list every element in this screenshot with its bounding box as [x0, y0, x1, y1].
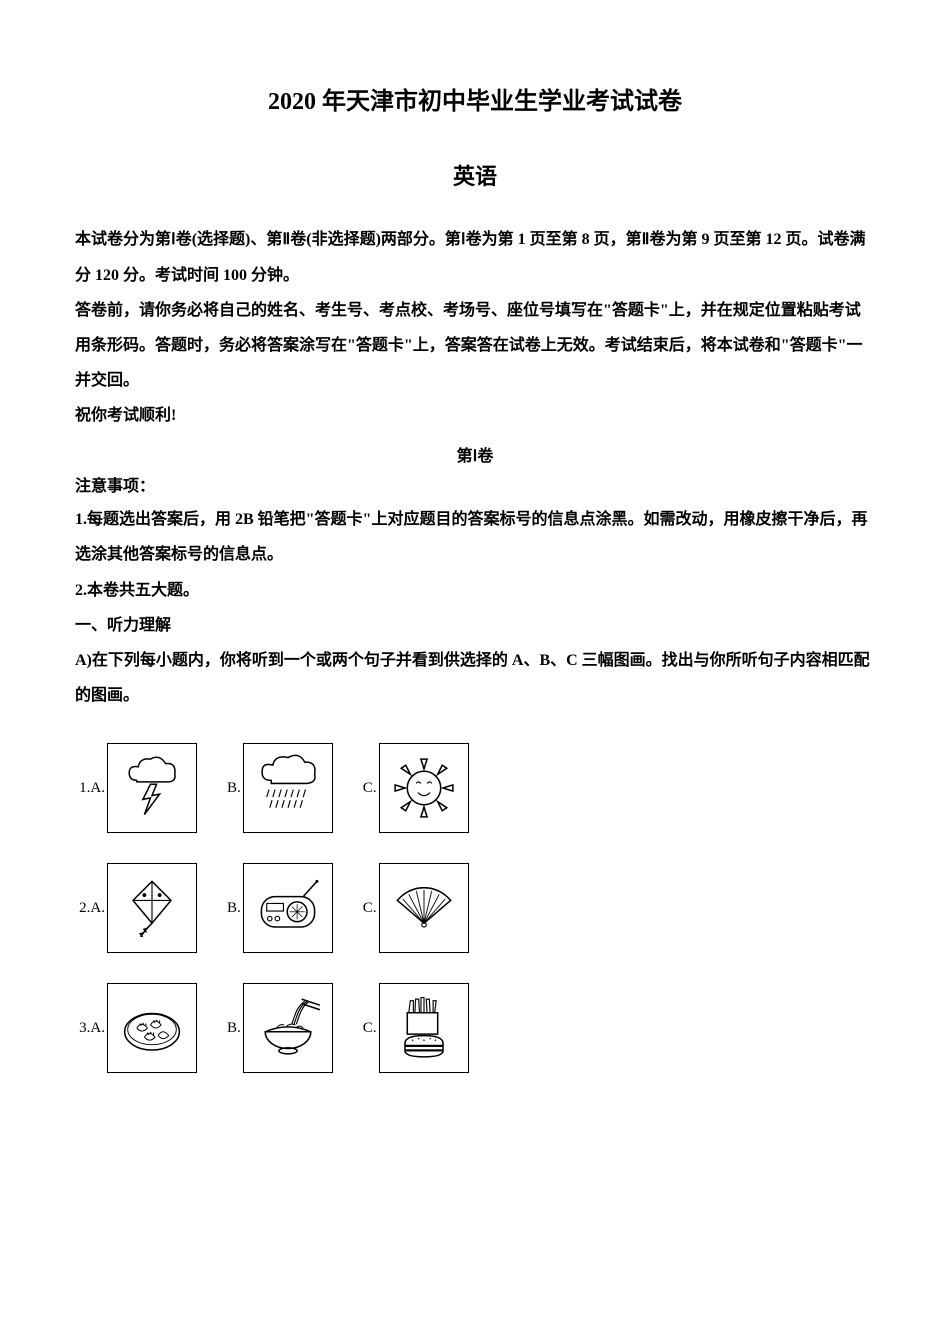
- question-row-1: 1.A. B. C.: [75, 743, 875, 833]
- option-image-2b[interactable]: [243, 863, 333, 953]
- option-image-3c[interactable]: [379, 983, 469, 1073]
- noodles-icon: [250, 990, 326, 1066]
- subject-title: 英语: [75, 156, 875, 198]
- cloud-rain-icon: [250, 750, 326, 826]
- question-number: 1.A.: [75, 774, 105, 803]
- option-label: B.: [227, 1014, 241, 1043]
- option-image-3a[interactable]: [107, 983, 197, 1073]
- option-image-2a[interactable]: [107, 863, 197, 953]
- sun-face-icon: [386, 750, 462, 826]
- option-image-1a[interactable]: [107, 743, 197, 833]
- intro-paragraph-3: 祝你考试顺利!: [75, 398, 875, 433]
- notes-header: 注意事项：: [75, 472, 875, 502]
- burger-fries-icon: [386, 990, 462, 1066]
- question-number: 3.A.: [75, 1014, 105, 1043]
- option-label: B.: [227, 774, 241, 803]
- note-2: 2.本卷共五大题。: [75, 573, 875, 608]
- option-image-1b[interactable]: [243, 743, 333, 833]
- question-row-3: 3.A. B. C.: [75, 983, 875, 1073]
- question-row-2: 2.A. B. C.: [75, 863, 875, 953]
- option-label: B.: [227, 894, 241, 923]
- section-header: 第Ⅰ卷: [75, 442, 875, 472]
- question-number: 2.A.: [75, 894, 105, 923]
- fan-icon: [386, 870, 462, 946]
- kite-icon: [114, 870, 190, 946]
- listening-instructions: A)在下列每小题内，你将听到一个或两个句子并看到供选择的 A、B、C 三幅图画。…: [75, 643, 875, 713]
- option-image-3b[interactable]: [243, 983, 333, 1073]
- cloud-lightning-icon: [114, 750, 190, 826]
- option-label: C.: [363, 774, 377, 803]
- note-1: 1.每题选出答案后，用 2B 铅笔把"答题卡"上对应题目的答案标号的信息点涂黑。…: [75, 502, 875, 572]
- option-image-1c[interactable]: [379, 743, 469, 833]
- dumplings-icon: [114, 990, 190, 1066]
- option-label: C.: [363, 894, 377, 923]
- intro-paragraph-2: 答卷前，请你务必将自己的姓名、考生号、考点校、考场号、座位号填写在"答题卡"上，…: [75, 293, 875, 399]
- option-image-2c[interactable]: [379, 863, 469, 953]
- radio-icon: [250, 870, 326, 946]
- main-title: 2020 年天津市初中毕业生学业考试试卷: [75, 80, 875, 126]
- listening-header: 一、听力理解: [75, 608, 875, 643]
- intro-paragraph-1: 本试卷分为第Ⅰ卷(选择题)、第Ⅱ卷(非选择题)两部分。第Ⅰ卷为第 1 页至第 8…: [75, 222, 875, 292]
- option-label: C.: [363, 1014, 377, 1043]
